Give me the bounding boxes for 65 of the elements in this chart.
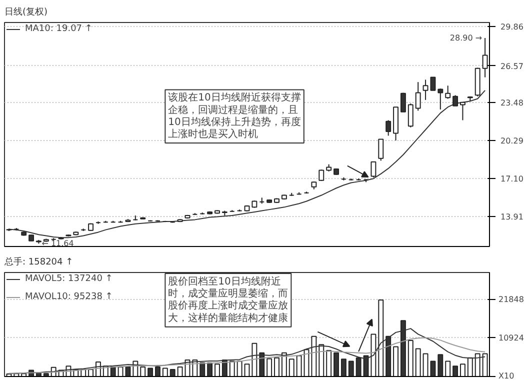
- bar: [207, 362, 213, 376]
- bar: [393, 346, 399, 376]
- legend-label: MA10: 19.07 ↑: [25, 24, 92, 34]
- bar: [229, 360, 235, 376]
- bar: [408, 340, 414, 376]
- y-tick-label: 26.57: [500, 62, 524, 71]
- bar: [445, 360, 451, 376]
- candlestick: [482, 37, 488, 78]
- chart-title: 日线(复权): [4, 6, 48, 18]
- bar: [281, 352, 287, 376]
- candlestick: [438, 88, 444, 110]
- bar: [244, 364, 250, 376]
- candlestick: [408, 103, 414, 128]
- bar: [274, 357, 280, 376]
- candlestick: [378, 138, 384, 162]
- candlestick: [386, 120, 392, 136]
- y-tick-label: 10924: [498, 333, 524, 342]
- bar: [177, 366, 183, 376]
- chart-title: 总手: 158204 ↑: [4, 256, 74, 268]
- bar: [170, 368, 176, 376]
- annotation: 股价回档至10日均线附近时，成交量应明显萎缩，而股价再度上涨时成交量应放大，这样的量能结构才健康: [168, 276, 288, 324]
- bar: [452, 366, 458, 376]
- bar: [467, 357, 473, 376]
- bar: [296, 355, 302, 376]
- bar: [140, 366, 146, 376]
- y-tick-label: 21848: [498, 294, 524, 304]
- bar: [311, 336, 317, 376]
- bar: [252, 342, 258, 376]
- bar: [162, 368, 168, 376]
- bar: [148, 368, 154, 376]
- line-series: [8, 337, 486, 374]
- candlestick: [452, 94, 458, 106]
- bar: [334, 352, 339, 376]
- bar: [266, 358, 272, 376]
- y-tick-label: 17.10: [500, 174, 524, 184]
- bar: [482, 353, 488, 376]
- bar: [474, 353, 480, 376]
- candlestick: [400, 92, 406, 112]
- bar: [460, 364, 466, 376]
- y-tick-label: 29.86: [500, 22, 524, 32]
- bar: [378, 300, 384, 376]
- bar: [118, 366, 124, 376]
- bar: [214, 364, 220, 376]
- bar: [438, 354, 444, 376]
- candlestick: [445, 85, 451, 100]
- candlestick: [460, 102, 466, 121]
- candlestick: [370, 161, 376, 178]
- bar: [288, 358, 294, 376]
- bar: [318, 344, 324, 376]
- y-tick-label: 20.29: [500, 136, 524, 146]
- candlestick: [318, 169, 324, 182]
- bar: [340, 358, 346, 376]
- y-tick-label: 13.91: [500, 212, 524, 222]
- text: X10: [498, 372, 514, 380]
- annotation: 28.90 →: [450, 33, 482, 42]
- candlestick: [415, 82, 421, 112]
- bar: [326, 350, 332, 376]
- bar: [348, 360, 354, 376]
- legend-label: MAVOL10: 95238 ↑: [25, 292, 113, 302]
- legend-label: MAVOL5: 137240 ↑: [25, 274, 113, 284]
- annotation: ← 11.64: [42, 239, 74, 248]
- bar: [236, 360, 242, 376]
- annotation: 该股在10日均线附近获得支撑企稳，回调过程是缩量的，且10日均线保持上升趋势，再度上涨时也是买入时机: [168, 92, 301, 140]
- y-tick-label: 23.48: [500, 98, 524, 108]
- bar: [415, 348, 421, 376]
